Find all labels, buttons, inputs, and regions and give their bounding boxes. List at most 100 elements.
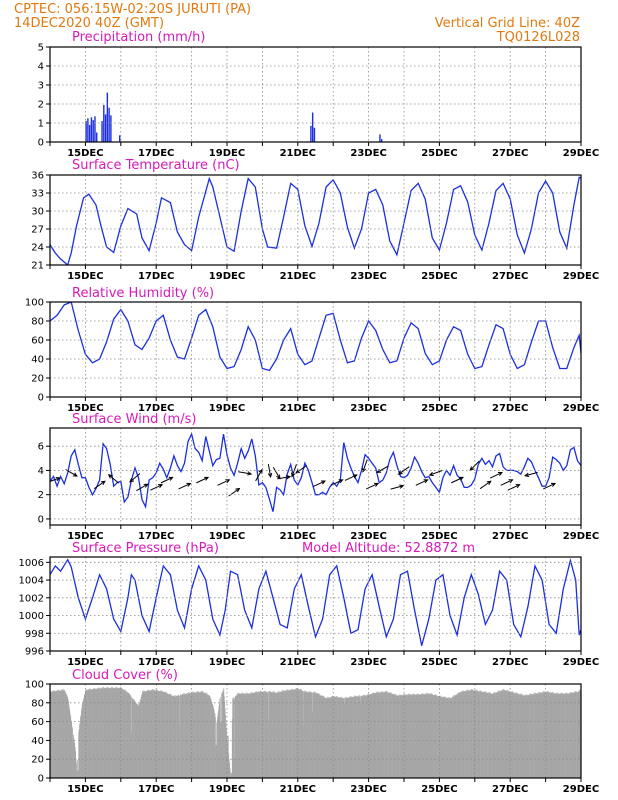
cloud-bar-945 <box>468 690 469 778</box>
cloud-bar-360 <box>209 696 211 778</box>
cloud-bar-432 <box>241 693 242 778</box>
cloud-bar-31 <box>63 690 65 778</box>
cloud-bar-1032 <box>506 691 508 778</box>
cloud-bar-686 <box>353 697 355 778</box>
cloud-bar-1095 <box>534 692 536 778</box>
cloud-bar-542 <box>289 690 291 778</box>
cloud-bar-115 <box>100 688 102 778</box>
cloud-bar-846 <box>424 694 426 778</box>
temp-series-line <box>50 176 581 265</box>
xtick-label-precip-5: 25DEC <box>421 148 457 159</box>
cloud-bar-439 <box>244 693 245 778</box>
cloud-bar-1 <box>50 691 52 778</box>
precip-bar-8 <box>103 104 105 142</box>
cloud-bar-1126 <box>548 691 549 778</box>
cloud-bar-1055 <box>516 692 518 778</box>
cloud-bar-105 <box>96 689 98 778</box>
cloud-bar-1091 <box>532 693 534 778</box>
cloud-bar-744 <box>379 692 380 778</box>
cloud-bar-259 <box>164 691 166 778</box>
cloud-bar-923 <box>458 693 460 778</box>
cloud-bar-1146 <box>557 692 558 778</box>
cloud-bar-1044 <box>511 691 513 778</box>
wind-arrow-18 <box>295 465 307 474</box>
header-station: CPTEC: 056:15W-02:20S JURUTI (PA) <box>14 2 251 17</box>
cloud-bar-882 <box>440 695 442 778</box>
cloud-bar-8 <box>53 690 55 778</box>
cloud-bar-602 <box>316 693 318 778</box>
cloud-bar-1167 <box>566 694 568 778</box>
cloud-bar-389 <box>222 692 223 778</box>
cloud-bar-958 <box>473 690 475 778</box>
cloud-bar-1187 <box>575 692 576 778</box>
cloud-bar-1132 <box>550 693 552 778</box>
ytick-label-rh-1: 20 <box>31 374 44 385</box>
cloud-bar-80 <box>85 690 87 778</box>
cloud-bar-639 <box>332 697 334 778</box>
cloud-bar-795 <box>401 695 403 778</box>
cloud-bar-551 <box>293 689 295 778</box>
cloud-bar-330 <box>196 691 197 778</box>
cloud-bar-411 <box>231 719 233 778</box>
cloud-bar-517 <box>278 692 280 778</box>
cloud-bar-711 <box>364 695 366 778</box>
cloud-bar-553 <box>294 689 296 778</box>
cloud-bar-823 <box>414 695 415 778</box>
cloud-bar-192 <box>134 701 136 778</box>
cloud-bar-430 <box>240 693 242 778</box>
cloud-bar-385 <box>220 721 222 778</box>
cloud-bar-933 <box>462 690 464 778</box>
cloud-bar-731 <box>373 692 375 778</box>
cloud-bar-499 <box>270 692 272 778</box>
frame-rh <box>49 301 582 398</box>
panel-title-temp: Surface Temperature (nC) <box>72 158 240 173</box>
cloud-bar-434 <box>242 692 243 778</box>
cloud-bar-774 <box>392 694 394 778</box>
wind-arrow-13 <box>255 468 263 482</box>
cloud-bar-14 <box>56 691 57 778</box>
cloud-bar-265 <box>167 693 169 778</box>
cloud-bar-650 <box>337 697 339 778</box>
cloud-bar-302 <box>183 694 185 778</box>
cloud-bar-798 <box>403 694 404 778</box>
cloud-bar-847 <box>424 693 426 778</box>
cloud-bar-269 <box>169 694 170 778</box>
cloud-bar-967 <box>477 691 479 778</box>
cloud-bar-680 <box>350 696 352 778</box>
cloud-bar-1042 <box>511 691 512 778</box>
cloud-bar-86 <box>88 689 89 778</box>
xtick-label-cloud-2: 19DEC <box>209 784 245 795</box>
cloud-bar-1079 <box>527 695 529 778</box>
cloud-bar-653 <box>338 697 340 778</box>
xtick-label-rh-0: 15DEC <box>67 403 103 414</box>
cloud-bar-63 <box>77 770 79 778</box>
cloud-bar-427 <box>238 693 240 778</box>
cloud-bar-1118 <box>544 692 546 778</box>
cloud-bar-838 <box>420 693 422 778</box>
cloud-bar-599 <box>315 693 316 778</box>
cloud-bar-796 <box>402 694 403 778</box>
cloud-bar-18 <box>57 691 59 778</box>
xtick-label-cloud-5: 25DEC <box>421 784 457 795</box>
cloud-bar-562 <box>298 689 300 778</box>
cloud-bar-722 <box>369 694 371 778</box>
cloud-bar-1169 <box>567 694 569 778</box>
cloud-bar-1008 <box>496 692 497 778</box>
cloud-bar-134 <box>109 688 111 778</box>
cloud-bar-523 <box>281 690 283 778</box>
cloud-bar-473 <box>259 692 261 778</box>
cloud-bar-708 <box>363 696 365 778</box>
cloud-bar-388 <box>221 692 223 778</box>
cloud-bar-898 <box>447 697 449 778</box>
cloud-bar-605 <box>317 693 319 778</box>
cloud-bar-403 <box>228 753 230 778</box>
cloud-bar-568 <box>301 690 303 778</box>
cloud-bar-862 <box>431 693 433 778</box>
cloud-bar-935 <box>463 690 465 778</box>
cloud-bar-382 <box>219 703 220 778</box>
cloud-bar-623 <box>325 698 327 778</box>
cloud-bar-455 <box>251 693 253 778</box>
cloud-bar-298 <box>181 694 183 778</box>
wind-arrow-26 <box>397 466 410 475</box>
wind-arrow-12 <box>238 471 253 476</box>
